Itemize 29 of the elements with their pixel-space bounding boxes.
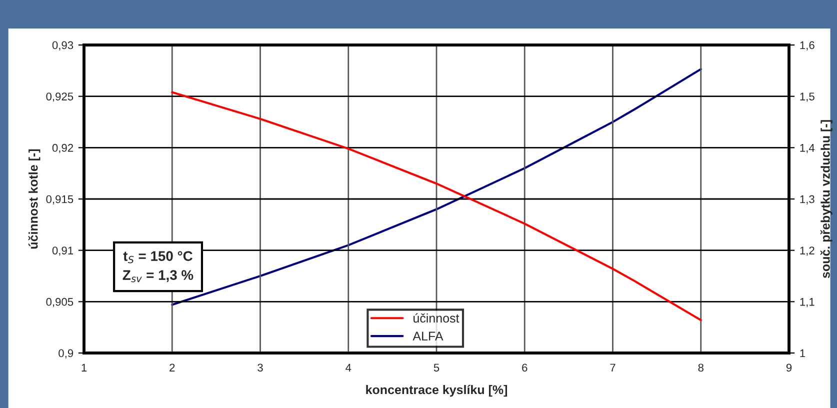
y2-tick-label: 1,2 [800,246,814,256]
y2-tick-label: 1,3 [800,195,814,204]
y-tick-label: 0,91 [52,246,74,256]
y-tick-label: 0,905 [46,298,74,308]
y-tick-label: 0,92 [52,144,74,154]
y2-tick-label: 1,5 [800,92,814,102]
y2-tick-label: 1 [800,349,806,358]
legend-label: účinnost [414,313,460,323]
y2-tick-label: 1,4 [800,144,815,154]
y2-axis-title: souč. přebytku vzduchu [-] [820,120,832,278]
y2-tick-label: 1,1 [800,298,814,308]
x-tick-label: 6 [522,364,528,372]
y-tick-label: 0,93 [52,41,74,50]
x-tick-label: 9 [786,364,792,372]
x-tick-label: 3 [258,364,263,372]
y-tick-label: 0,9 [58,349,74,358]
x-tick-label: 2 [170,364,175,372]
x-tick-label: 8 [698,364,704,372]
x-tick-label: 4 [346,364,352,372]
y-tick-label: 0,925 [46,92,74,102]
y-axis-title: účinnost kotle [-] [28,149,40,249]
x-axis-title: koncentrace kyslíku [%] [366,384,508,397]
legend-label: ALFA [412,332,444,340]
x-tick-label: 1 [82,364,87,372]
x-tick-label: 5 [434,364,440,372]
y2-tick-label: 1,6 [800,41,814,50]
y-tick-label: 0,915 [46,195,74,204]
annotation: t$_{S}$ = 150 °C Z$_{sv}$ = 1,3 % [122,251,194,282]
x-tick-label: 7 [610,364,616,372]
